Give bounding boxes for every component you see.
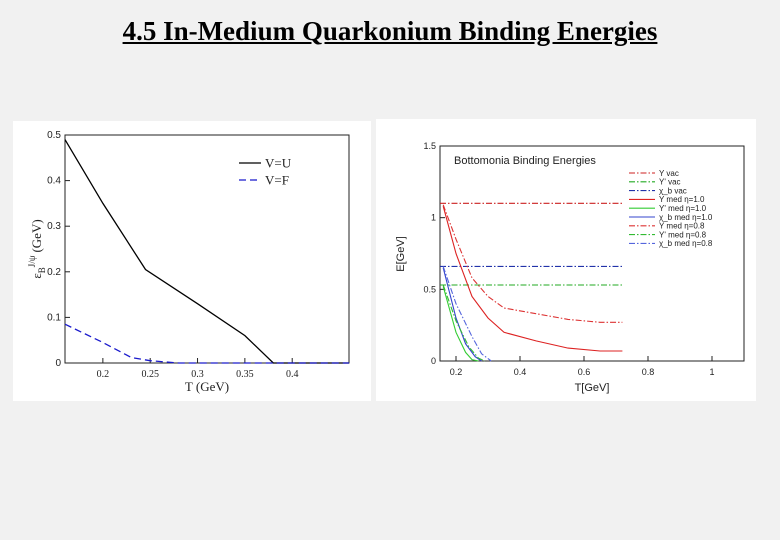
plot-frame <box>439 145 745 362</box>
legend-label: Υ med η=1.0 <box>659 195 705 204</box>
series-line-0 <box>64 139 349 364</box>
y-tick-label: 0.5 <box>47 130 61 141</box>
legend-label: χ_b vac <box>659 186 687 195</box>
legend-label: χ_b med η=1.0 <box>659 213 713 222</box>
y-tick-label: 0.2 <box>47 267 61 278</box>
legend-label: V=U <box>265 156 292 171</box>
y-tick-label: 0.3 <box>47 221 61 232</box>
bottomonia-binding-energy-chart-panel: 0.2 0.4 0.6 0.8 1 0 0.5 1 1.5 Bottomonia Binding… <box>376 119 756 401</box>
x-axis-label: T (GeV) <box>185 379 229 394</box>
legend-label: χ_b med η=0.8 <box>659 239 713 248</box>
x-tick-label: 0.25 <box>141 369 159 380</box>
y-tick-label: 1.5 <box>423 141 436 151</box>
y-tick-label: 0.4 <box>47 176 61 187</box>
jpsi-binding-energy-chart-panel: 0.2 0.25 0.3 0.35 0.4 0 0.1 0.2 0.3 0.4 0.5 V=U V=F… <box>13 121 371 401</box>
series-line-3 <box>442 206 623 352</box>
series-line-8 <box>442 266 492 362</box>
y-axis-label-sup: J/ψ <box>27 255 37 267</box>
series-line-4 <box>442 286 479 362</box>
x-tick-label: 0.4 <box>286 369 299 380</box>
x-tick-label: 0.35 <box>236 369 254 380</box>
x-tick-label: 0.2 <box>450 367 463 377</box>
x-tick-label: 0.2 <box>97 369 110 380</box>
x-tick-label: 0.4 <box>514 367 527 377</box>
legend-label: Υ' vac <box>659 178 681 187</box>
x-tick-label: 0.8 <box>642 367 655 377</box>
series-line-6 <box>442 204 623 323</box>
plot-frame <box>64 134 350 364</box>
y-axis-label-unit: (GeV) <box>29 219 44 252</box>
legend-label: V=F <box>265 173 289 188</box>
y-tick-label: 0 <box>431 356 436 366</box>
y-axis-label: E[GeV] <box>395 236 407 271</box>
x-tick-label: 1 <box>709 367 714 377</box>
legend-label: Υ' med η=1.0 <box>659 204 707 213</box>
y-tick-label: 1 <box>431 213 436 223</box>
y-axis-label: εBJ/ψ (GeV) <box>27 219 47 278</box>
chart-title: Bottomonia Binding Energies <box>454 155 596 167</box>
series-line-1 <box>64 323 349 364</box>
jpsi-binding-energy-chart: 0.2 0.25 0.3 0.35 0.4 0 0.1 0.2 0.3 0.4 0.5 V=U V=F… <box>27 130 350 394</box>
slide-title: 4.5 In-Medium Quarkonium Binding Energie… <box>122 16 658 46</box>
x-tick-label: 0.3 <box>191 369 204 380</box>
y-axis-label-main: ε <box>29 273 44 279</box>
legend: V=U V=F <box>239 156 292 188</box>
bottomonia-binding-energy-chart: 0.2 0.4 0.6 0.8 1 0 0.5 1 1.5 Bottomonia Binding… <box>395 141 745 394</box>
legend-label: Υ med η=0.8 <box>659 222 705 231</box>
legend-label: Υ' med η=0.8 <box>659 230 707 239</box>
y-tick-label: 0 <box>55 358 61 369</box>
y-tick-label: 0.5 <box>423 284 436 294</box>
y-axis-label-sub: B <box>37 267 47 273</box>
series-line-5 <box>442 267 482 362</box>
series-line-7 <box>442 284 486 362</box>
legend-label: Υ vac <box>659 169 679 178</box>
y-tick-label: 0.1 <box>47 312 61 323</box>
x-tick-label: 0.6 <box>578 367 591 377</box>
x-axis-label: T[GeV] <box>575 382 610 394</box>
